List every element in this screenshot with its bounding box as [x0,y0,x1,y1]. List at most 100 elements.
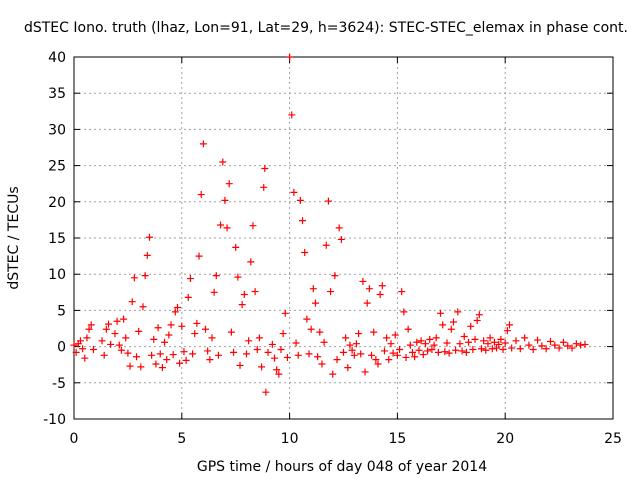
data-point [182,356,190,364]
data-point [572,340,580,348]
data-point [424,347,432,355]
data-point [372,356,380,364]
data-point [538,342,546,350]
data-point [135,327,143,335]
data-point [111,330,119,338]
data-point [247,258,255,266]
data-point [292,339,300,347]
data-point [191,330,199,338]
data-point [462,348,470,356]
data-point [352,340,360,348]
y-tick-label: 25 [48,159,66,175]
data-point [309,285,317,293]
data-point [320,338,328,346]
data-point [337,235,345,243]
data-point [477,345,485,353]
data-point [98,337,106,345]
data-point [512,337,520,345]
data-point [402,353,410,361]
data-point [376,290,384,298]
x-tick-label: 20 [496,431,514,447]
data-point [421,340,429,348]
data-point [251,288,259,296]
data-point [404,325,412,333]
data-point [219,158,227,166]
data-point [393,351,401,359]
data-point [396,345,404,353]
y-tick-label: 40 [48,50,66,66]
data-point [333,356,341,364]
data-point [281,309,289,317]
data-point [546,338,554,346]
data-point [577,341,585,349]
data-point [273,366,281,374]
data-point [126,362,134,370]
data-point [189,350,197,358]
data-point [240,290,248,298]
data-point [137,363,145,371]
data-point [113,317,121,325]
data-point [249,222,257,230]
data-point [542,345,550,353]
data-point [296,196,304,204]
data-point [329,370,337,378]
data-point [529,345,537,353]
data-point [443,339,451,347]
data-point [120,315,128,323]
data-point [398,288,406,296]
data-point [499,345,507,353]
data-point [102,325,110,333]
data-point [262,388,270,396]
data-point [255,334,263,342]
data-point [417,337,425,345]
data-point [76,337,84,345]
data-point [100,351,108,359]
data-point [342,334,350,342]
data-point [497,335,505,343]
data-point [79,345,87,353]
data-point [350,351,358,359]
data-point [210,288,218,296]
y-tick-labels: -10 -5 0 5 10 15 20 25 30 35 40 [43,50,66,428]
data-point [143,251,151,259]
data-point [156,350,164,358]
data-point [344,364,352,372]
data-point [238,301,246,309]
data-point [503,327,511,335]
data-point [294,351,302,359]
data-point [303,315,311,323]
data-point [176,359,184,367]
data-point [389,349,397,357]
data-point [286,53,294,61]
data-point [473,317,481,325]
data-points [70,53,589,396]
data-point [217,221,225,229]
data-point [318,360,326,368]
data-point [83,334,91,342]
data-point [245,337,253,345]
data-point [486,334,494,342]
data-point [568,344,576,352]
data-point [223,224,231,232]
data-point [184,293,192,301]
data-point [212,272,220,280]
data-point [467,322,475,330]
data-point [128,298,136,306]
data-point [227,328,235,336]
data-point [195,252,203,260]
x-tick-label: 10 [281,431,299,447]
data-point [81,354,89,362]
data-point [406,341,414,349]
data-point [87,321,95,329]
data-point [581,340,589,348]
data-point [301,248,309,256]
data-point [551,341,559,349]
data-point [439,321,447,329]
axis-ticks [73,56,614,420]
x-tick-label: 15 [388,431,406,447]
data-point [258,363,266,371]
data-point [490,338,498,346]
data-point [559,338,567,346]
data-point [445,349,453,357]
data-point [178,322,186,330]
